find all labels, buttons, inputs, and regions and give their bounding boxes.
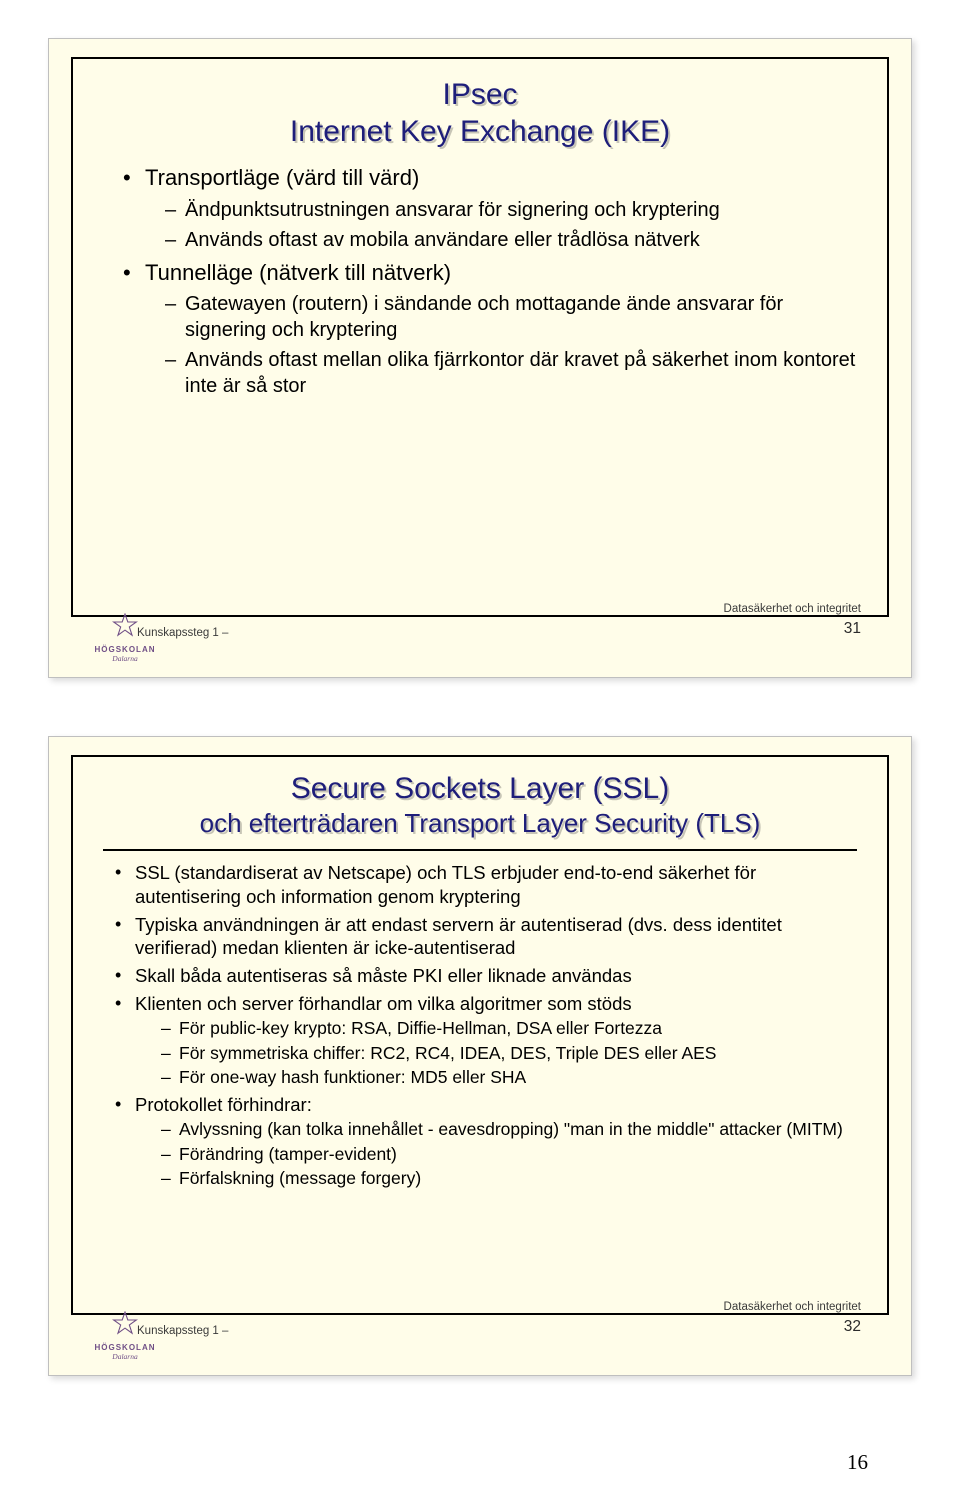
title-line-2: och efterträdaren Transport Layer Securi…	[97, 808, 863, 840]
logo-line-1: HÖGSKOLAN	[85, 1343, 165, 1352]
bullet-l2: För public-key krypto: RSA, Diffie-Hellm…	[161, 1017, 861, 1039]
logo-line-2: Dalarna	[85, 1352, 165, 1361]
bullet-l2: För one-way hash funktioner: MD5 eller S…	[161, 1066, 861, 1088]
bullet-text: Används oftast mellan olika fjärrkontor …	[185, 349, 855, 397]
logo-line-1: HÖGSKOLAN	[85, 645, 165, 654]
bullet-text: Avlyssning (kan tolka innehållet - eaves…	[179, 1119, 843, 1139]
star-icon	[112, 613, 138, 639]
logo: HÖGSKOLAN Dalarna	[85, 613, 165, 663]
bullet-text: Förfalskning (message forgery)	[179, 1168, 421, 1188]
title-line-2: Internet Key Exchange (IKE)	[97, 114, 863, 151]
footer-right-text: Datasäkerhet och integritet	[724, 603, 861, 615]
bullet-l1: Skall båda autentiseras så måste PKI ell…	[115, 964, 861, 988]
bullet-text: Transportläge (värd till värd)	[145, 165, 419, 190]
star-icon	[112, 1311, 138, 1337]
title-line-1: IPsec	[97, 77, 863, 114]
slide-number: 32	[724, 1317, 861, 1337]
slide-title: IPsec Internet Key Exchange (IKE)	[73, 59, 887, 156]
bullet-text: Ändpunktsutrustningen ansvarar för signe…	[185, 199, 720, 221]
slide-content: SSL (standardiserat av Netscape) och TLS…	[73, 855, 887, 1195]
bullet-l2: Används oftast mellan olika fjärrkontor …	[165, 347, 857, 399]
slide-content: Transportläge (värd till värd) Ändpunkts…	[73, 156, 887, 409]
bullet-text: Klienten och server förhandlar om vilka …	[135, 993, 632, 1014]
bullet-text: För symmetriska chiffer: RC2, RC4, IDEA,…	[179, 1043, 716, 1063]
slide-number: 31	[724, 619, 861, 639]
slide-1: IPsec Internet Key Exchange (IKE) Transp…	[48, 38, 912, 678]
title-line-1: Secure Sockets Layer (SSL)	[97, 771, 863, 808]
bullet-l1: SSL (standardiserat av Netscape) och TLS…	[115, 861, 861, 908]
bullet-l2: Används oftast av mobila användare eller…	[165, 227, 857, 253]
title-rule	[103, 849, 857, 851]
bullet-l1: Typiska användningen är att endast serve…	[115, 913, 861, 960]
bullet-l2: För symmetriska chiffer: RC2, RC4, IDEA,…	[161, 1042, 861, 1064]
footer-right-text: Datasäkerhet och integritet	[724, 1301, 861, 1313]
slide-2: Secure Sockets Layer (SSL) och efterträd…	[48, 736, 912, 1376]
bullet-text: För public-key krypto: RSA, Diffie-Hellm…	[179, 1018, 662, 1038]
bullet-text: Protokollet förhindrar:	[135, 1094, 312, 1115]
bullet-text: Tunnelläge (nätverk till nätverk)	[145, 260, 451, 285]
slide-title: Secure Sockets Layer (SSL) och efterträd…	[73, 757, 887, 843]
slide-frame: Secure Sockets Layer (SSL) och efterträd…	[71, 755, 889, 1315]
bullet-l1: Protokollet förhindrar: Avlyssning (kan …	[115, 1093, 861, 1190]
bullet-text: SSL (standardiserat av Netscape) och TLS…	[135, 862, 756, 907]
bullet-text: Typiska användningen är att endast serve…	[135, 914, 782, 959]
bullet-l2: Ändpunktsutrustningen ansvarar för signe…	[165, 197, 857, 223]
footer-right: Datasäkerhet och integritet 31	[724, 602, 861, 639]
bullet-l1: Transportläge (värd till värd) Ändpunkts…	[123, 164, 857, 253]
bullet-l1: Klienten och server förhandlar om vilka …	[115, 992, 861, 1089]
logo: HÖGSKOLAN Dalarna	[85, 1311, 165, 1361]
page-number: 16	[847, 1450, 868, 1475]
bullet-text: Förändring (tamper-evident)	[179, 1144, 397, 1164]
logo-line-2: Dalarna	[85, 654, 165, 663]
slide-frame: IPsec Internet Key Exchange (IKE) Transp…	[71, 57, 889, 617]
bullet-l1: Tunnelläge (nätverk till nätverk) Gatewa…	[123, 259, 857, 400]
bullet-l2: Förändring (tamper-evident)	[161, 1143, 861, 1165]
bullet-text: För one-way hash funktioner: MD5 eller S…	[179, 1067, 526, 1087]
bullet-l2: Avlyssning (kan tolka innehållet - eaves…	[161, 1118, 861, 1140]
bullet-text: Gatewayen (routern) i sändande och motta…	[185, 293, 783, 341]
bullet-text: Används oftast av mobila användare eller…	[185, 229, 700, 251]
bullet-text: Skall båda autentiseras så måste PKI ell…	[135, 965, 632, 986]
bullet-l2: Gatewayen (routern) i sändande och motta…	[165, 291, 857, 343]
bullet-l2: Förfalskning (message forgery)	[161, 1167, 861, 1189]
footer-right: Datasäkerhet och integritet 32	[724, 1300, 861, 1337]
